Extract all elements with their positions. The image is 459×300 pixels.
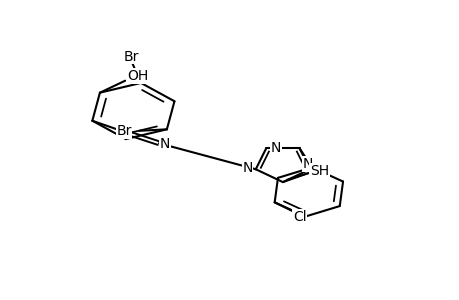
Text: SH: SH — [309, 164, 329, 178]
Text: N: N — [270, 141, 281, 155]
Text: N: N — [242, 161, 252, 175]
Text: Cl: Cl — [292, 210, 306, 224]
Text: Br: Br — [116, 124, 131, 138]
Text: Br: Br — [124, 50, 139, 64]
Text: OH: OH — [127, 69, 148, 83]
Text: N: N — [159, 137, 170, 152]
Text: N: N — [302, 157, 312, 171]
